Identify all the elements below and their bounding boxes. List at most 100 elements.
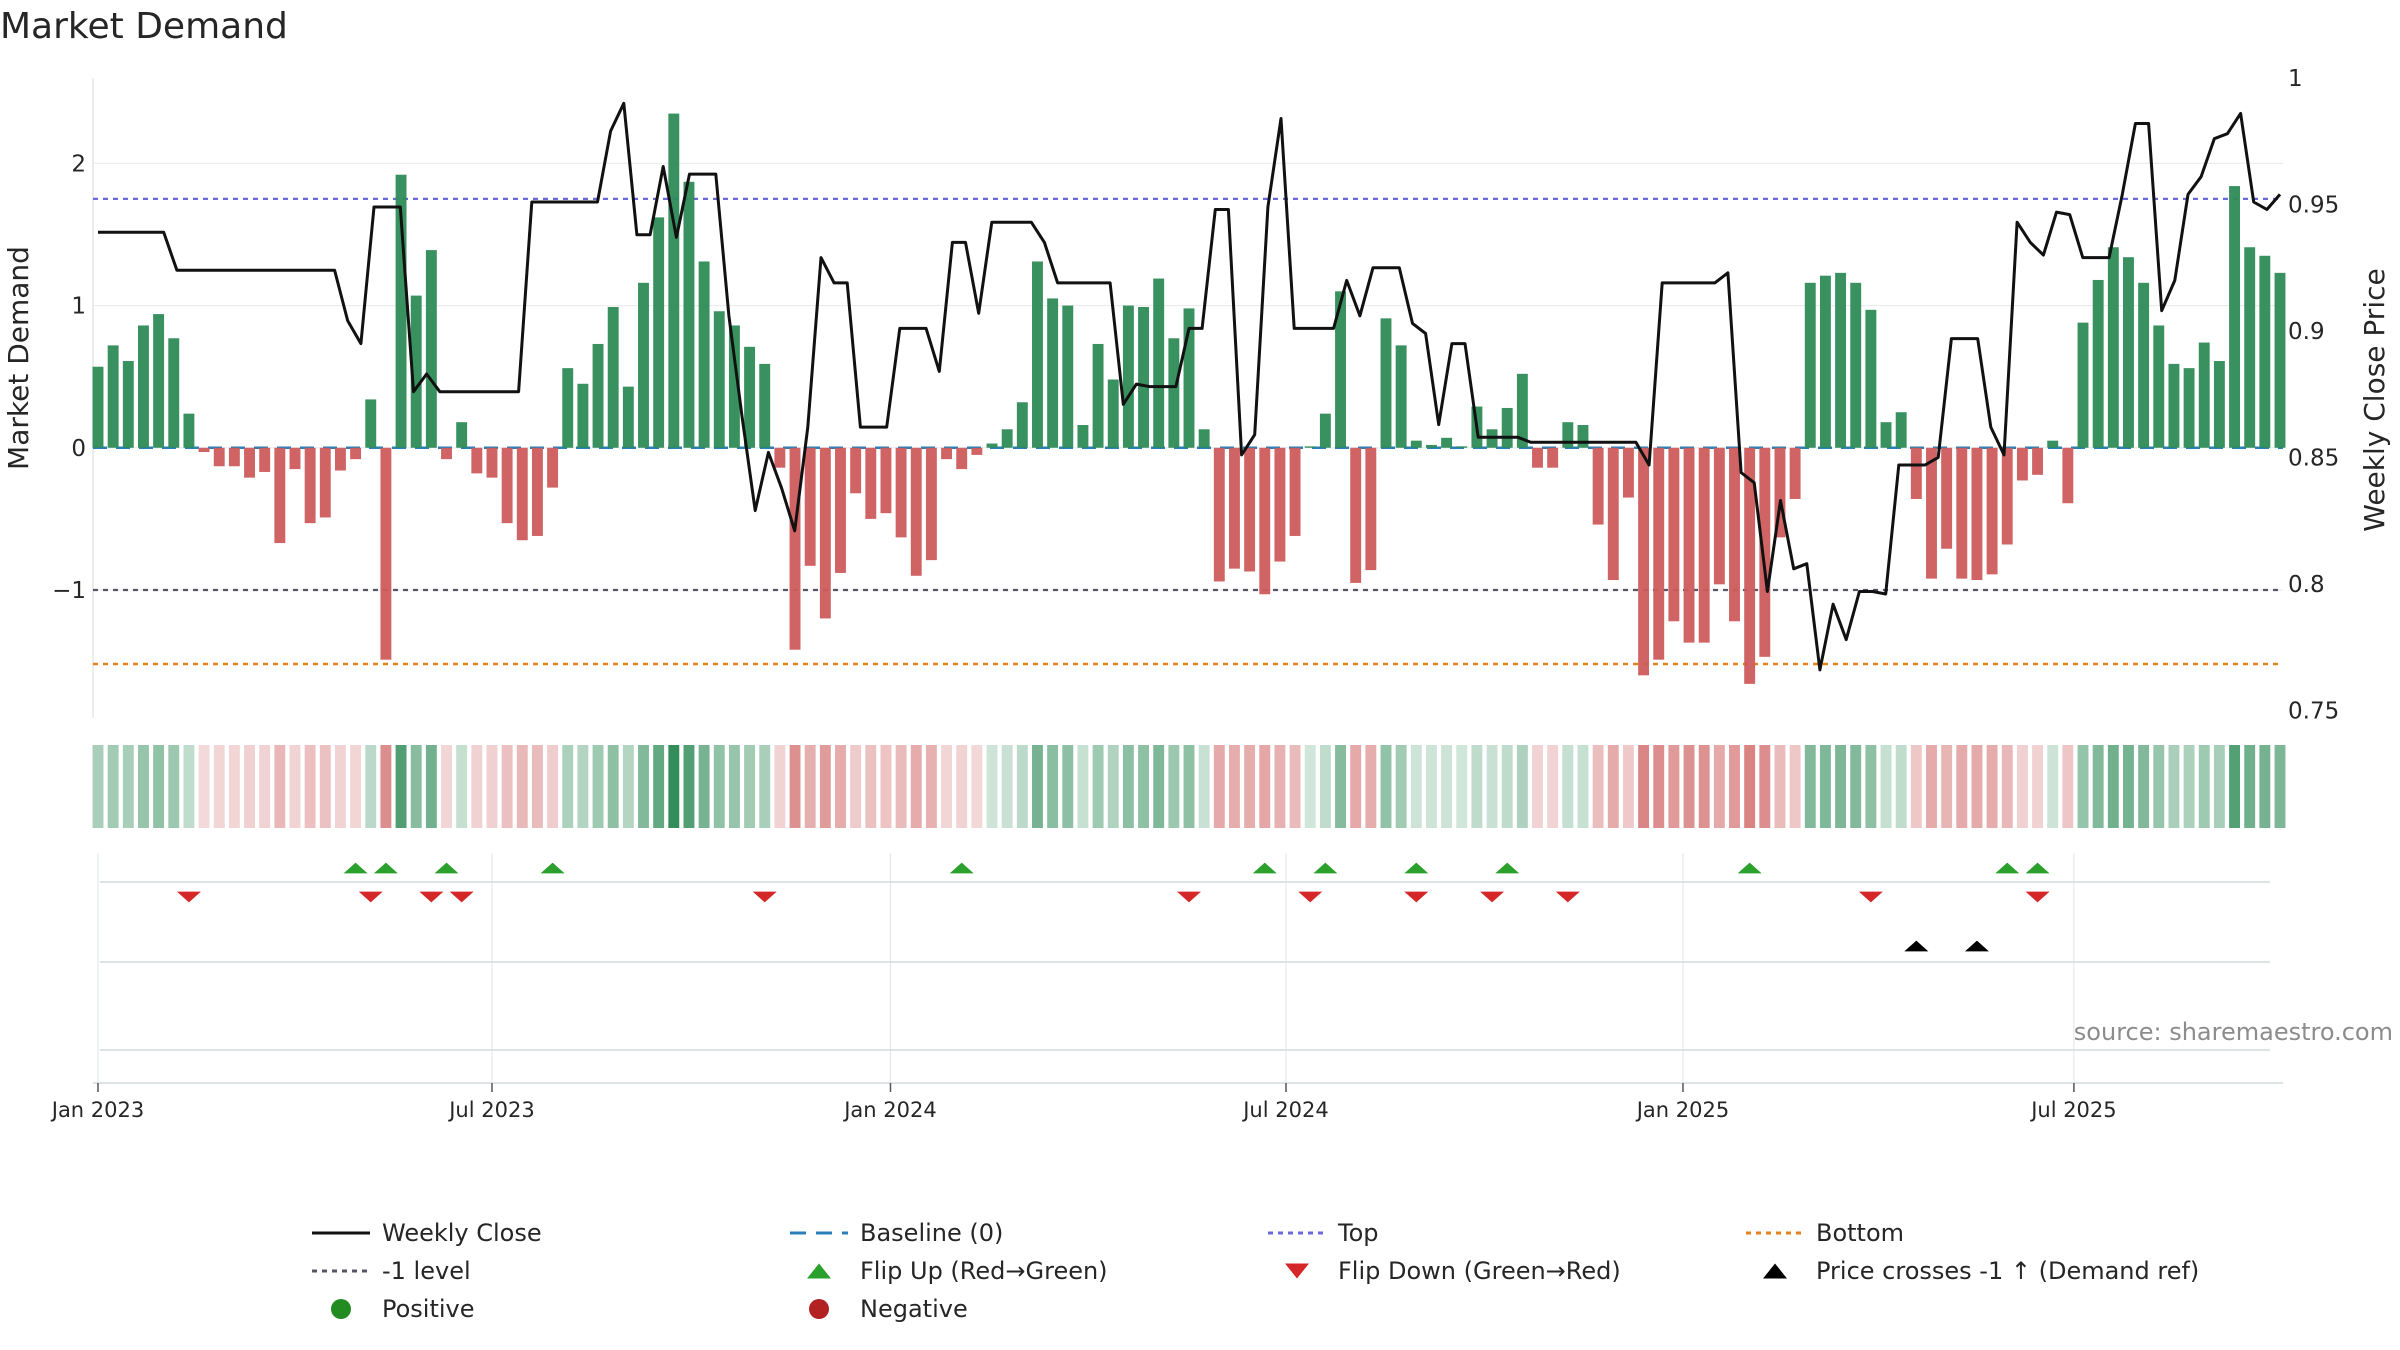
heat-strip-cell (1744, 745, 1756, 828)
demand-bar (1592, 447, 1604, 525)
demand-bar (2047, 440, 2059, 448)
heat-strip-cell (1577, 745, 1589, 828)
heat-strip-cell (1804, 745, 1816, 828)
heat-strip-cell (1865, 745, 1877, 828)
heat-strip-cell (228, 745, 240, 828)
heat-strip-cell (471, 745, 483, 828)
heat-strip-cell (683, 745, 695, 828)
demand-bar (213, 447, 225, 467)
legend-negative-swatch (809, 1299, 829, 1319)
heat-strip-cell (395, 745, 407, 828)
demand-bar (1804, 282, 1816, 448)
heat-strip-cell (1835, 745, 1847, 828)
legend-baseline-label: Baseline (0) (860, 1219, 1003, 1247)
heat-strip-cell (1441, 745, 1453, 828)
demand-bar (2153, 325, 2165, 448)
demand-bar (804, 447, 816, 566)
flip-up-marker (1737, 862, 1762, 874)
legend-negative-label: Negative (860, 1295, 968, 1323)
demand-bar (789, 447, 801, 650)
demand-bar (2213, 361, 2225, 448)
y2-tick-label: 0.75 (2288, 698, 2339, 724)
legend-flip-down-swatch (1285, 1263, 1309, 1279)
demand-bar (880, 447, 892, 514)
heat-strip-cell (1592, 745, 1604, 828)
heat-strip-cell (622, 745, 634, 828)
y-axis-ticks: 2 1 0 −1 (52, 151, 86, 604)
flip-down-marker (1177, 891, 1201, 903)
demand-bar (1622, 447, 1634, 498)
heat-strip-cell (1956, 745, 1968, 828)
heat-strip-cell (122, 745, 134, 828)
heat-strip-cell (986, 745, 998, 828)
heat-strip-cell (2259, 745, 2271, 828)
heat-strip-cell (865, 745, 877, 828)
legend-price-cross-swatch (1763, 1263, 1787, 1279)
heat-strip-cell (1986, 745, 1998, 828)
heat-strip-cell (653, 745, 665, 828)
heat-strip-cell (2213, 745, 2225, 828)
y2-axis-title: Weekly Close Price (2358, 268, 2391, 531)
demand-bar (471, 447, 483, 474)
flip-up-marker (1495, 862, 1520, 874)
demand-bar (1032, 261, 1043, 448)
demand-bar (2016, 447, 2028, 481)
heat-strip-cell (1244, 745, 1256, 828)
demand-bar (592, 343, 604, 448)
demand-bar (607, 306, 619, 448)
heat-strip-cell (1971, 745, 1983, 828)
heat-strip-cell (2198, 745, 2210, 828)
flip-down-marker (1298, 891, 1323, 903)
heat-strip-cell (1880, 745, 1892, 828)
flip-up-marker (343, 862, 368, 874)
demand-bar (1365, 447, 1377, 571)
demand-bar (774, 447, 786, 468)
demand-bar (1304, 446, 1316, 448)
demand-bar (1047, 298, 1059, 448)
demand-bar (1865, 309, 1877, 448)
demand-bar (1986, 447, 1998, 575)
heat-strip-cell (2244, 745, 2256, 828)
heat-strip-cell (1107, 745, 1119, 828)
heat-strip-cell (956, 745, 968, 828)
demand-bar (1850, 282, 1862, 448)
event-panels (176, 862, 2050, 952)
y2-tick-label: 0.8 (2288, 572, 2325, 598)
demand-bar (1319, 413, 1331, 448)
demand-bar (92, 366, 104, 448)
heat-strip-cell (1547, 745, 1559, 828)
heat-strip-cell (213, 745, 225, 828)
y-tick-label: 0 (71, 436, 86, 462)
heat-strip-cell (941, 745, 953, 828)
heat-strip-cell (274, 745, 286, 828)
demand-bar (274, 447, 286, 544)
heat-strip-cell (1532, 745, 1543, 828)
demand-bar (1744, 447, 1756, 684)
demand-bar (2168, 363, 2180, 448)
demand-bar (1789, 447, 1801, 499)
demand-bar (1138, 306, 1149, 448)
demand-bar (759, 363, 771, 448)
heat-strip-cell (1713, 745, 1725, 828)
legend-flip-down-label: Flip Down (Green→Red) (1338, 1257, 1621, 1285)
heat-strip-cell (319, 745, 331, 828)
flip-down-marker (1858, 891, 1883, 903)
demand-bar (986, 443, 998, 448)
demand-bar (1122, 305, 1134, 448)
demand-bar (2198, 342, 2210, 448)
demand-bar (683, 181, 695, 448)
demand-bar (562, 368, 574, 448)
heat-strip-cell (1001, 745, 1013, 828)
x-axis-ticks: Jan 2023 Jul 2023 Jan 2024 Jul 2024 Jan 2025… (50, 1083, 2117, 1122)
demand-bar (107, 345, 119, 448)
legend-flip-up-swatch (807, 1263, 831, 1279)
heat-strip-cell (1047, 745, 1059, 828)
legend-weekly-close-label: Weekly Close (382, 1219, 542, 1247)
heat-strip-cell (971, 745, 983, 828)
demand-bar (668, 113, 680, 448)
heat-strip-cell (516, 745, 528, 828)
demand-bar (1259, 447, 1271, 595)
heat-strip-cell (1183, 745, 1195, 828)
x-tick-label: Jul 2024 (1241, 1098, 1328, 1122)
heat-strip-cell (1819, 745, 1831, 828)
